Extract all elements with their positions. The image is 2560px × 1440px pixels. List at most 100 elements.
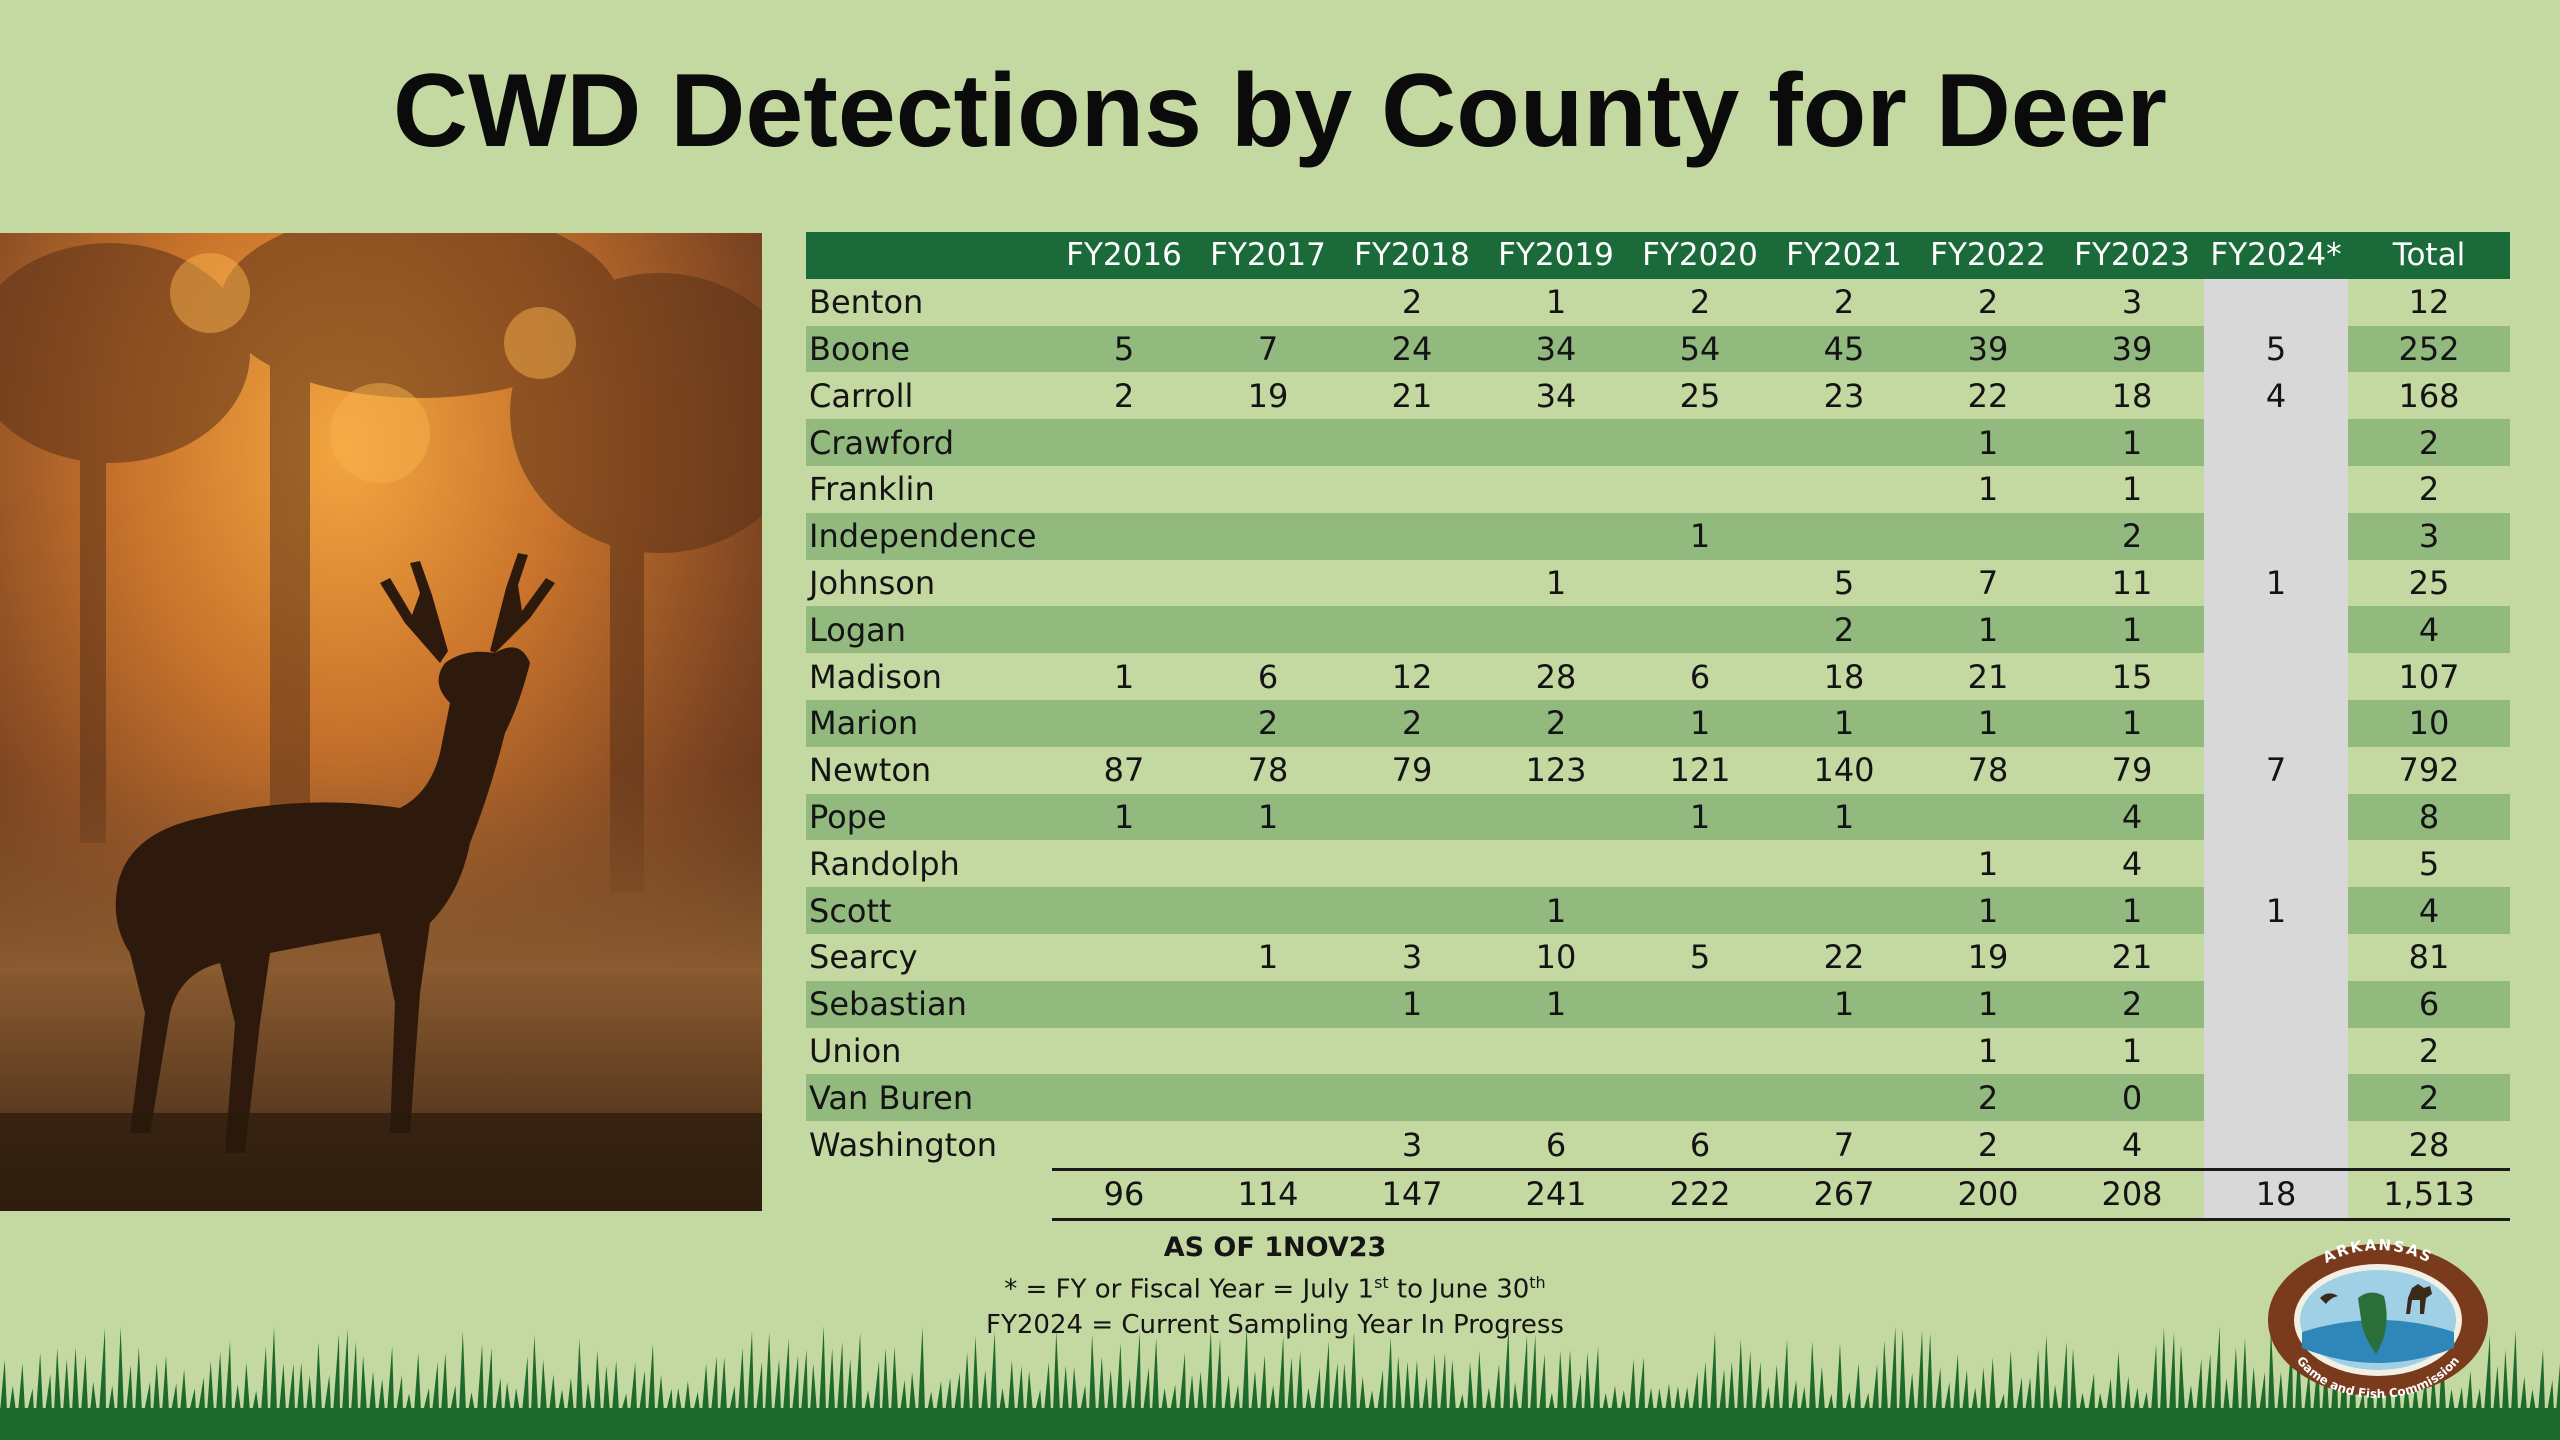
count-cell: 1 — [1196, 793, 1340, 841]
county-name: Boone — [806, 325, 1052, 373]
county-name: Logan — [806, 606, 1052, 654]
count-cell: 3 — [1340, 933, 1484, 981]
count-cell: 1 — [2060, 465, 2204, 513]
count-cell — [1340, 465, 1484, 513]
count-cell: 252 — [2348, 325, 2510, 373]
total-cell: 267 — [1772, 1167, 1916, 1221]
count-cell: 2 — [1052, 372, 1196, 420]
header-col: FY2017 — [1196, 232, 1340, 279]
count-cell — [1196, 606, 1340, 654]
count-cell — [1052, 278, 1196, 326]
count-cell — [1196, 559, 1340, 607]
totals-label — [806, 1169, 1052, 1219]
count-cell: 1 — [2060, 606, 2204, 654]
count-cell — [1052, 512, 1196, 560]
count-cell — [2204, 1027, 2348, 1075]
count-cell: 21 — [2060, 933, 2204, 981]
count-cell: 10 — [2348, 699, 2510, 747]
count-cell — [1340, 1027, 1484, 1075]
count-cell — [1484, 606, 1628, 654]
header-col: FY2022 — [1916, 232, 2060, 279]
count-cell: 11 — [2060, 559, 2204, 607]
count-cell: 5 — [2204, 325, 2348, 373]
county-name: Washington — [806, 1121, 1052, 1170]
count-cell: 1 — [1484, 887, 1628, 934]
count-cell — [1628, 1027, 1772, 1075]
count-cell: 1 — [2204, 887, 2348, 934]
county-name: Carroll — [806, 372, 1052, 420]
count-cell: 792 — [2348, 746, 2510, 794]
count-cell — [1052, 559, 1196, 607]
count-cell: 3 — [1340, 1121, 1484, 1170]
table-row: Johnson 1 5 7 11 1 25 — [806, 559, 2510, 607]
count-cell — [1340, 1074, 1484, 1122]
count-cell: 7 — [2204, 746, 2348, 794]
count-cell — [2204, 278, 2348, 326]
total-cell: 96 — [1052, 1167, 1196, 1221]
county-name: Scott — [806, 887, 1052, 934]
county-name: Sebastian — [806, 980, 1052, 1028]
count-cell: 2 — [1772, 606, 1916, 654]
count-cell: 22 — [1772, 933, 1916, 981]
county-name: Madison — [806, 653, 1052, 700]
count-cell: 2 — [2348, 419, 2510, 466]
count-cell: 79 — [2060, 746, 2204, 794]
count-cell — [1772, 512, 1916, 560]
count-cell — [2204, 933, 2348, 981]
county-name: Marion — [806, 699, 1052, 747]
count-cell: 12 — [2348, 278, 2510, 326]
table-row: Randolph 1 4 5 — [806, 840, 2510, 888]
count-cell: 1 — [1484, 980, 1628, 1028]
count-cell — [1340, 559, 1484, 607]
count-cell — [2204, 840, 2348, 888]
count-cell: 3 — [2060, 278, 2204, 326]
count-cell: 1 — [2060, 887, 2204, 934]
count-cell — [2204, 419, 2348, 466]
count-cell: 6 — [1484, 1121, 1628, 1170]
count-cell — [1196, 465, 1340, 513]
table-row: Searcy 1 3 10 5 22 19 21 81 — [806, 933, 2510, 981]
count-cell: 1 — [1052, 653, 1196, 700]
count-cell: 19 — [1916, 933, 2060, 981]
count-cell: 79 — [1340, 746, 1484, 794]
count-cell: 2 — [1196, 699, 1340, 747]
count-cell: 28 — [2348, 1121, 2510, 1170]
agfc-logo: ARKANSAS Game and Fish Commission — [2262, 1228, 2494, 1398]
count-cell — [2204, 980, 2348, 1028]
count-cell: 39 — [1916, 325, 2060, 373]
count-cell — [1772, 465, 1916, 513]
count-cell: 1 — [1196, 933, 1340, 981]
count-cell: 2 — [2060, 980, 2204, 1028]
count-cell — [2204, 793, 2348, 841]
count-cell — [1340, 419, 1484, 466]
count-cell — [1772, 1074, 1916, 1122]
county-name: Van Buren — [806, 1074, 1052, 1122]
count-cell: 87 — [1052, 746, 1196, 794]
total-cell: 18 — [2204, 1167, 2348, 1221]
table-row: Union 1 1 2 — [806, 1027, 2510, 1075]
count-cell: 1 — [1628, 793, 1772, 841]
count-cell — [1052, 980, 1196, 1028]
count-cell: 1 — [2060, 1027, 2204, 1075]
table-row: Madison 1 6 12 28 6 18 21 15 107 — [806, 653, 2510, 700]
count-cell: 7 — [1196, 325, 1340, 373]
count-cell — [1628, 465, 1772, 513]
count-cell: 34 — [1484, 325, 1628, 373]
count-cell: 12 — [1340, 653, 1484, 700]
count-cell — [1196, 1121, 1340, 1170]
count-cell: 21 — [1340, 372, 1484, 420]
count-cell — [1484, 793, 1628, 841]
county-name: Pope — [806, 793, 1052, 841]
table-row: Washington 3 6 6 7 2 4 28 — [806, 1121, 2510, 1170]
count-cell — [1052, 1121, 1196, 1170]
count-cell: 6 — [2348, 980, 2510, 1028]
count-cell: 1 — [1916, 1027, 2060, 1075]
count-cell: 2 — [2348, 1074, 2510, 1122]
count-cell: 18 — [2060, 372, 2204, 420]
count-cell — [1772, 840, 1916, 888]
count-cell — [1196, 1074, 1340, 1122]
count-cell: 19 — [1196, 372, 1340, 420]
count-cell: 1 — [2060, 419, 2204, 466]
count-cell: 5 — [2348, 840, 2510, 888]
count-cell — [1196, 419, 1340, 466]
